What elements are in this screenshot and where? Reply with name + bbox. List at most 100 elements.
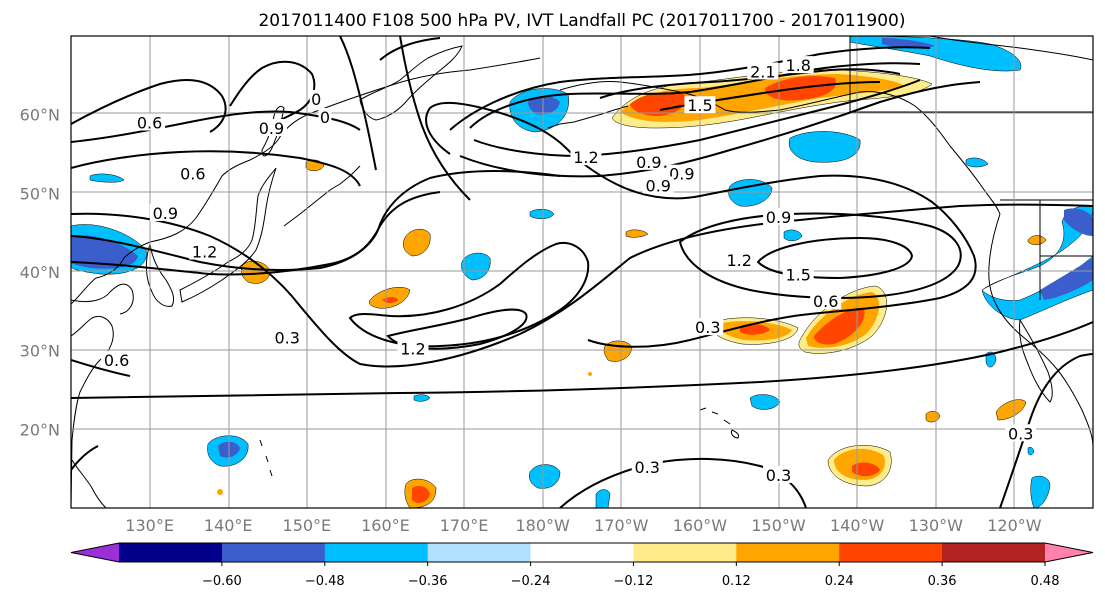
pv-contour xyxy=(71,445,99,471)
colorbar-extend-low xyxy=(71,543,119,562)
ivt-positive-region xyxy=(740,323,770,335)
contour-label-halo xyxy=(692,318,724,336)
longitude-labels: 130°E 140°E 150°E 160°E 170°E 180°W 170°W 160°W… xyxy=(125,516,1041,535)
contour-label-halo xyxy=(177,164,209,182)
colorbar-segment xyxy=(839,543,943,562)
contour-label-halo xyxy=(782,56,814,74)
pv-contour xyxy=(399,36,471,201)
contour-label: 1.2 xyxy=(727,251,752,270)
lon-tick-label: 150°W xyxy=(751,516,806,535)
contour-label: 0.3 xyxy=(635,458,660,477)
coastline-aleutians xyxy=(547,105,629,129)
colorbar-tick-label: 0.24 xyxy=(825,574,854,589)
colorbar-tick-label: 0.36 xyxy=(928,574,957,589)
ivt-positive-region xyxy=(814,307,865,345)
colorbar-segment xyxy=(530,543,634,562)
contour-label: 0 xyxy=(320,108,330,127)
map-frame xyxy=(70,35,1094,509)
lon-tick-label: 130°W xyxy=(909,516,964,535)
colorbar-tick-label: −0.48 xyxy=(305,574,345,589)
ivt-negative-region xyxy=(749,394,781,410)
contour-label: 2.1 xyxy=(750,62,775,81)
pv-contour xyxy=(469,62,921,129)
contour-label: 0.9 xyxy=(153,204,178,223)
ivt-positive-region xyxy=(630,92,686,116)
ivt-negative-region xyxy=(413,394,431,402)
lon-tick-label: 170°E xyxy=(440,516,489,535)
ivt-negative-region xyxy=(595,489,611,508)
contour-label: 0.3 xyxy=(695,318,720,337)
coastline-kuril xyxy=(283,165,361,227)
ivt-negative-region xyxy=(89,173,125,183)
coastline-kamchatka xyxy=(359,45,463,121)
contour-label-halo xyxy=(747,62,779,80)
pv-contour xyxy=(348,242,590,348)
ivt-negative-region xyxy=(728,179,773,207)
ivt-positive-region xyxy=(588,372,592,376)
ivt-negative-region xyxy=(1030,475,1051,508)
pv-contour xyxy=(71,321,1093,399)
contour-label: 0.3 xyxy=(1008,424,1033,443)
coastline-asia xyxy=(71,283,134,315)
colorbar-tick-label: −0.24 xyxy=(511,574,551,589)
lat-tick-label: 40°N xyxy=(20,263,60,282)
ivt-positive-region xyxy=(995,399,1027,421)
pv-contour xyxy=(229,60,316,133)
contour-label-halo xyxy=(631,458,663,476)
contour-label: 1.2 xyxy=(400,339,425,358)
contour-label: 0.9 xyxy=(636,153,661,172)
contour-label-halo xyxy=(782,265,814,283)
colorbar-segment xyxy=(633,543,737,562)
pv-contour xyxy=(999,353,1093,508)
contour-label: 1.2 xyxy=(573,148,598,167)
ivt-negative-region xyxy=(529,464,561,489)
contour-label-halo xyxy=(763,207,795,225)
colorbar-extend-high xyxy=(1045,543,1093,562)
ivt-negative-region xyxy=(1027,446,1035,456)
coastline-us-west xyxy=(988,213,1093,447)
ivt-positive-region xyxy=(852,462,880,477)
colorbar-segment xyxy=(324,543,429,562)
pv-contour xyxy=(71,150,361,187)
contour-label-halo xyxy=(570,148,602,166)
contour-label-halo xyxy=(149,204,181,221)
colorbar-segment xyxy=(427,543,532,562)
contour-label: 0.3 xyxy=(274,328,299,347)
ivt-negative-region xyxy=(965,157,989,168)
ivt-negative-region xyxy=(1064,208,1093,236)
contour-label-halo xyxy=(684,96,716,114)
contour-label-halo xyxy=(1005,424,1037,442)
contour-label: 0.9 xyxy=(259,119,284,138)
lon-tick-label: 160°W xyxy=(673,516,728,535)
contour-label-halo xyxy=(666,164,698,182)
contour-label-halo xyxy=(723,251,755,269)
contour-label-halo xyxy=(309,89,323,107)
lon-tick-label: 160°E xyxy=(361,516,410,535)
lat-tick-label: 20°N xyxy=(20,420,60,439)
chart-title: 2017011400 F108 500 hPa PV, IVT Landfall… xyxy=(258,11,905,31)
colorbar-outline xyxy=(70,542,1094,563)
lon-tick-label: 150°E xyxy=(283,516,332,535)
ivt-negative-region xyxy=(1040,258,1093,300)
pv-contour xyxy=(386,308,528,350)
coastlines xyxy=(71,36,1093,508)
contour-label-halo xyxy=(633,152,665,170)
colorbar-tick-label: 0.48 xyxy=(1031,574,1060,589)
pv-contour xyxy=(71,203,1093,368)
colorbar-tick-label: −0.60 xyxy=(202,574,242,589)
contour-label-halo xyxy=(397,339,429,357)
coastline-baja xyxy=(1019,318,1053,403)
ivt-shading xyxy=(71,36,1093,508)
lat-tick-label: 30°N xyxy=(20,342,60,361)
pv-contour xyxy=(459,81,981,178)
contour-label-halo xyxy=(642,176,674,194)
coastline-hawaii xyxy=(699,407,739,439)
ivt-positive-region xyxy=(403,228,431,257)
colorbar-tick-label: −0.12 xyxy=(614,574,654,589)
colorbar: −0.60 −0.48 −0.36 −0.24 −0.12 0.12 0.24 0.36 0.4… xyxy=(70,542,1094,589)
coastline-china xyxy=(71,315,114,508)
pv-contour xyxy=(71,191,441,276)
contour-label: 1.5 xyxy=(687,96,712,115)
